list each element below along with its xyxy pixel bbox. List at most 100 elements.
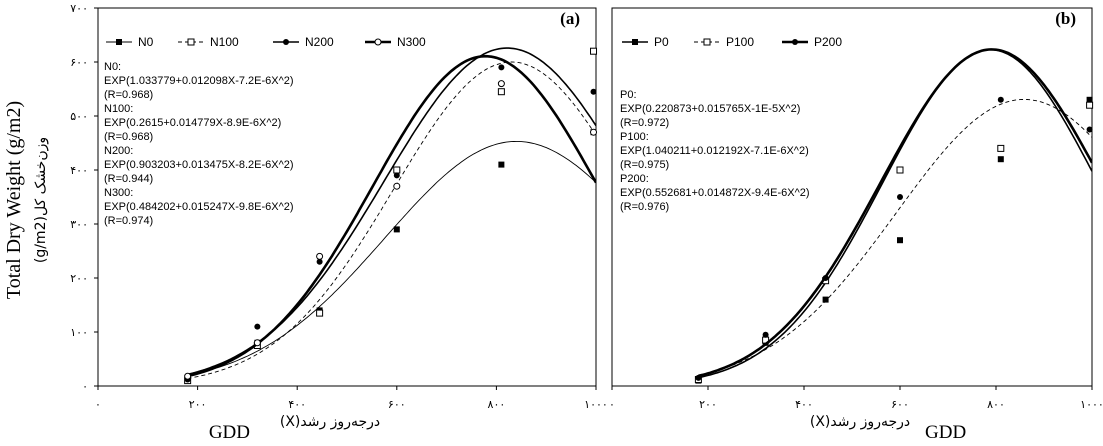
- data-point-p0: [822, 296, 829, 303]
- data-point-n300: [590, 128, 598, 136]
- x-tick-label: ۶۰۰: [388, 398, 406, 411]
- legend-marker-n300: [374, 38, 382, 46]
- y-tick-label: ۰: [82, 380, 88, 393]
- equation-p0: (R=0.972): [620, 117, 669, 129]
- data-point-n200: [590, 88, 597, 95]
- data-point-n0: [498, 161, 505, 168]
- data-point-n300: [253, 339, 261, 347]
- plot-frame: [611, 7, 1093, 387]
- equation-p100: EXP(1.040211+0.012192X-7.1E-6X^2): [620, 145, 809, 157]
- data-point-p100: [997, 144, 1005, 152]
- data-point-n300: [497, 80, 505, 88]
- legend-entry-p0: P0: [654, 35, 669, 49]
- equation-n100: (R=0.968): [104, 131, 153, 143]
- data-point-p0: [997, 156, 1004, 163]
- x-tick-label: ۲۰۰: [699, 398, 717, 411]
- x-tick-label: ۸۰۰: [987, 398, 1005, 411]
- legend-entry-n300: N300: [397, 35, 426, 49]
- legend-entry-p200: P200: [814, 35, 842, 49]
- x-axis-label-persian-a: درجه‌روز رشد(X): [280, 414, 380, 430]
- fit-curve-n0: [187, 140, 596, 376]
- data-point-n200: [316, 258, 323, 265]
- y-tick-label: ۶۰۰: [70, 56, 88, 69]
- data-point-p200: [695, 374, 702, 381]
- x-tick-label: ۱۰۰۰: [1080, 398, 1103, 411]
- data-point-n300: [184, 372, 192, 380]
- equation-p100: P100:: [620, 131, 649, 143]
- fit-curve-n100: [187, 61, 596, 379]
- equation-n100: N100:: [104, 103, 133, 115]
- data-point-n100: [497, 88, 505, 96]
- data-point-n100: [590, 47, 598, 55]
- fit-curve-p200: [698, 48, 1092, 378]
- data-point-n200: [254, 323, 261, 330]
- equation-p200: P200:: [620, 173, 649, 185]
- y-axis-label-persian: وزن‌خشک کل(g/m2): [33, 137, 49, 263]
- x-tick-label: ۰: [609, 398, 615, 411]
- fit-curve-p0: [698, 48, 1092, 379]
- panel-label: (a): [560, 9, 580, 28]
- legend-marker-n0: [116, 39, 122, 45]
- fit-curve-n300: [187, 54, 596, 378]
- data-point-p0: [1086, 96, 1093, 103]
- x-tick-label: ۴۰۰: [795, 398, 813, 411]
- x-tick-label: ۴۰۰: [288, 398, 306, 411]
- fit-curve-p100: [698, 98, 1092, 376]
- x-axis-label-english-a: GDD: [209, 422, 250, 443]
- equation-p200: (R=0.976): [620, 201, 669, 213]
- data-point-n300: [316, 252, 324, 260]
- data-point-p200: [762, 331, 769, 338]
- data-point-p200: [997, 96, 1004, 103]
- legend-entry-n0: N0: [138, 35, 154, 49]
- data-point-p200: [822, 275, 829, 281]
- data-point-n100: [316, 309, 324, 317]
- y-axis-label-english: Total Dry Weight (g/m2): [3, 101, 25, 299]
- x-tick-label: ۸۰۰: [488, 398, 506, 411]
- data-point-n100: [393, 166, 401, 174]
- equation-n300: EXP(0.484202+0.015247X-9.8E-6X^2): [104, 201, 294, 213]
- equation-n0: EXP(1.033779+0.012098X-7.2E-6X^2): [104, 75, 294, 87]
- equation-n200: EXP(0.903203+0.013475X-8.2E-6X^2): [104, 159, 294, 171]
- legend-entry-p100: P100: [726, 35, 754, 49]
- data-point-p100: [1086, 101, 1094, 109]
- equation-p200: EXP(0.552681+0.014872X-9.4E-6X^2): [620, 187, 810, 199]
- x-tick-label: ۰: [95, 398, 101, 411]
- data-point-n200: [393, 172, 400, 179]
- legend-marker-p100: [703, 38, 711, 46]
- legend-entry-n100: N100: [210, 35, 239, 49]
- data-point-p0: [897, 237, 903, 244]
- data-point-p200: [897, 194, 903, 200]
- equation-n300: (R=0.974): [104, 215, 153, 227]
- y-tick-label: ۵۰۰: [70, 110, 88, 123]
- equation-p0: P0:: [620, 89, 637, 101]
- x-axis-label-persian-b: درجه‌روز رشد(X): [810, 414, 910, 430]
- data-point-n200: [498, 64, 505, 71]
- equation-n200: N200:: [104, 145, 133, 157]
- equation-p100: (R=0.975): [620, 159, 669, 171]
- legend-marker-p0: [632, 39, 638, 45]
- y-tick-label: ۷۰۰: [70, 2, 88, 15]
- x-tick-label: ۱۰۰۰: [584, 398, 608, 411]
- equation-n300: N300:: [104, 187, 133, 199]
- y-tick-label: ۳۰۰: [70, 218, 88, 231]
- equation-n0: N0:: [104, 61, 121, 73]
- panel-label: (b): [1055, 9, 1076, 28]
- data-point-n0: [393, 226, 400, 233]
- x-tick-label: ۶۰۰: [891, 398, 909, 411]
- y-tick-label: ۲۰۰: [70, 272, 88, 285]
- y-tick-label: ۱۰۰: [70, 326, 88, 339]
- legend-marker-p200: [792, 39, 798, 45]
- data-point-n300: [393, 182, 401, 190]
- legend-marker-n100: [187, 38, 195, 46]
- x-tick-label: ۲۰۰: [189, 398, 207, 411]
- y-tick-label: ۴۰۰: [70, 164, 88, 177]
- legend-entry-n200: N200: [305, 35, 334, 49]
- data-point-p100: [896, 166, 904, 174]
- x-axis-label-english-b: GDD: [925, 422, 966, 443]
- plot-frame: [97, 7, 597, 387]
- legend-marker-n200: [283, 39, 289, 45]
- panel-b: ۰ ۲۰۰ ۴۰۰ ۶۰۰ ۸۰۰ ۱۰۰۰ P0 P100 P200 P0: EXP(0.2208…: [609, 7, 1103, 411]
- equation-n100: EXP(0.2615+0.014779X-8.9E-6X^2): [104, 117, 281, 129]
- equation-n200: (R=0.944): [104, 173, 153, 185]
